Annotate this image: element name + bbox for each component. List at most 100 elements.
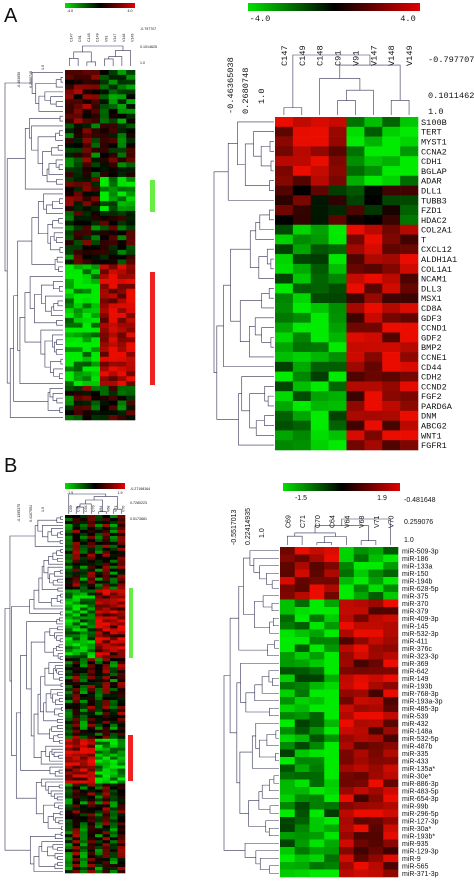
heatmap-cell — [383, 787, 399, 795]
heatmap-cell — [102, 780, 111, 784]
heatmap-cell — [280, 809, 296, 818]
heatmap-cell — [117, 771, 126, 775]
heatmap-cell — [65, 128, 75, 134]
heatmap-cell — [126, 118, 136, 124]
heatmap-cell — [87, 515, 96, 519]
heatmap-cell — [72, 729, 81, 734]
heatmap-cell — [110, 795, 118, 799]
heatmap-cell — [117, 628, 126, 632]
heatmap-cell — [275, 312, 294, 323]
heatmap-cell — [108, 84, 118, 90]
heatmap-cell — [108, 225, 118, 231]
heatmap-cell — [73, 254, 83, 260]
heatmap-cell — [110, 562, 118, 567]
dendrogram-branch — [248, 800, 266, 827]
heatmap-cell — [275, 361, 294, 372]
heatmap-cell — [328, 283, 347, 294]
heatmap — [65, 515, 126, 874]
heatmap-cell — [87, 556, 96, 561]
heatmap-cell — [280, 667, 296, 675]
heatmap-cell — [65, 816, 73, 820]
heatmap-cell — [117, 99, 127, 105]
heatmap-cell — [102, 870, 111, 874]
column-label: C147 — [69, 33, 73, 42]
heatmap-cell — [310, 312, 329, 323]
heatmap-cell — [294, 719, 310, 728]
heatmap-cell — [108, 172, 118, 178]
heatmap-cell — [95, 795, 103, 799]
heatmap-cell — [102, 864, 111, 868]
heatmap-cell — [108, 138, 118, 144]
heatmap-cell — [95, 705, 103, 710]
heatmap-cell — [110, 571, 118, 575]
heatmap-cell — [65, 771, 73, 775]
heatmap-cell — [87, 699, 96, 704]
dendrogram — [4, 72, 63, 418]
dendrogram-branch — [269, 707, 279, 717]
heatmap-cell — [117, 104, 127, 110]
heatmap-cell — [80, 783, 88, 787]
heatmap-cell — [80, 708, 88, 713]
heatmap-cell — [126, 94, 136, 100]
row-label: HDAC2 — [421, 216, 447, 226]
dendrogram-branch — [46, 204, 63, 214]
heatmap-cell — [364, 234, 383, 245]
heatmap-cell — [383, 704, 399, 713]
heatmap-cell — [275, 371, 294, 382]
heatmap-cell — [102, 640, 111, 644]
heatmap-cell — [309, 614, 325, 623]
heatmap-cell — [117, 249, 127, 256]
heatmap-cell — [65, 123, 75, 129]
heatmap-cell — [117, 259, 127, 265]
row-label: miR-370 — [402, 601, 429, 608]
heatmap-cell — [100, 186, 110, 192]
heatmap-cell — [91, 210, 101, 217]
heatmap-cell — [309, 644, 325, 653]
heatmap-cell — [95, 819, 103, 823]
heatmap-cell — [65, 843, 73, 847]
heatmap-cell — [80, 682, 88, 686]
heatmap-cell — [72, 601, 81, 605]
heatmap-cell — [95, 735, 103, 740]
heatmap-cell — [280, 749, 296, 758]
heatmap-cell — [72, 774, 81, 778]
heatmap-cell — [72, 852, 81, 856]
row-label: miR-30e* — [402, 773, 431, 780]
heatmap-cell — [117, 526, 126, 531]
heatmap-cell — [117, 568, 126, 572]
heatmap-cell — [80, 550, 88, 555]
heatmap-cell — [117, 147, 127, 153]
heatmap-cell — [72, 691, 81, 695]
heatmap-cell — [72, 699, 81, 704]
heatmap-cell — [100, 390, 110, 396]
heatmap-cell — [102, 553, 111, 558]
heatmap-cell — [65, 828, 73, 832]
heatmap-cell — [82, 361, 92, 367]
heatmap-cell — [65, 762, 73, 766]
heatmap-cell — [95, 628, 103, 632]
heatmap-cell — [324, 764, 340, 773]
heatmap-cell — [126, 220, 136, 226]
heatmap-cell — [294, 644, 310, 653]
heatmap-cell — [328, 244, 347, 255]
heatmap-cell — [82, 89, 92, 95]
heatmap-cell — [346, 322, 365, 333]
heatmap-cell — [382, 254, 401, 265]
heatmap-cell — [328, 303, 347, 314]
heatmap-cell — [117, 717, 126, 722]
heatmap-cell — [72, 515, 81, 519]
heatmap-cell — [72, 547, 81, 552]
dendrogram-branch — [59, 569, 63, 574]
heatmap-cell — [383, 674, 399, 683]
heatmap-cell — [87, 682, 96, 686]
dendrogram-label: -0.797707 — [140, 27, 156, 31]
heatmap-cell — [82, 123, 92, 129]
heatmap-cell — [108, 186, 118, 192]
heatmap-cell — [80, 840, 88, 844]
heatmap-cell — [82, 366, 92, 372]
heatmap-cell — [368, 824, 384, 833]
heatmap-cell — [102, 517, 111, 522]
heatmap-cell — [117, 622, 126, 626]
heatmap-cell — [73, 176, 83, 183]
heatmap-cell — [383, 607, 399, 615]
